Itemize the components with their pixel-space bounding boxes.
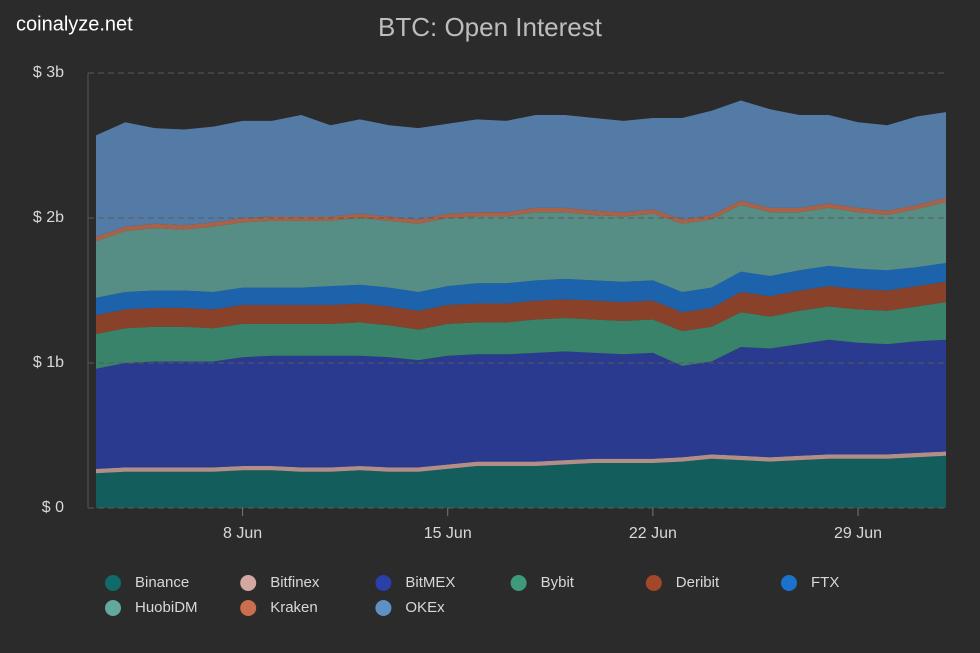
x-tick-label: 8 Jun xyxy=(223,525,262,542)
legend-marker xyxy=(105,575,121,591)
x-tick-label: 29 Jun xyxy=(834,525,882,542)
legend-label: OKEx xyxy=(405,599,445,616)
x-tick-label: 22 Jun xyxy=(629,525,677,542)
area xyxy=(96,197,946,242)
chart-title: BTC: Open Interest xyxy=(378,12,603,42)
legend-marker xyxy=(105,600,121,616)
legend-marker xyxy=(645,575,662,591)
area xyxy=(96,281,946,334)
legend-label: Bitfinex xyxy=(270,574,320,591)
area xyxy=(96,262,946,316)
area xyxy=(96,455,946,508)
area xyxy=(96,100,946,237)
legend-label: Kraken xyxy=(270,599,318,616)
x-tick-label: 15 Jun xyxy=(424,525,472,542)
area xyxy=(96,202,946,298)
legend-marker xyxy=(781,575,797,591)
legend-label: BitMEX xyxy=(405,574,455,591)
legend-marker xyxy=(240,575,257,591)
legend-marker xyxy=(375,575,392,591)
y-tick-label: $ 3b xyxy=(33,64,64,81)
legend-marker xyxy=(240,600,257,616)
legend-label: FTX xyxy=(811,574,839,591)
y-tick-label: $ 0 xyxy=(42,499,64,516)
brand: coinalyze.net xyxy=(16,13,133,35)
area xyxy=(96,339,946,469)
area xyxy=(96,302,946,369)
legend-label: Deribit xyxy=(676,574,720,591)
legend-marker xyxy=(510,575,527,591)
y-tick-label: $ 1b xyxy=(33,354,64,371)
legend-marker xyxy=(375,600,392,616)
legend-label: Binance xyxy=(135,574,189,591)
legend-label: HuobiDM xyxy=(135,599,198,616)
y-tick-label: $ 2b xyxy=(33,209,64,226)
legend-label: Bybit xyxy=(541,574,575,591)
area xyxy=(96,451,946,474)
